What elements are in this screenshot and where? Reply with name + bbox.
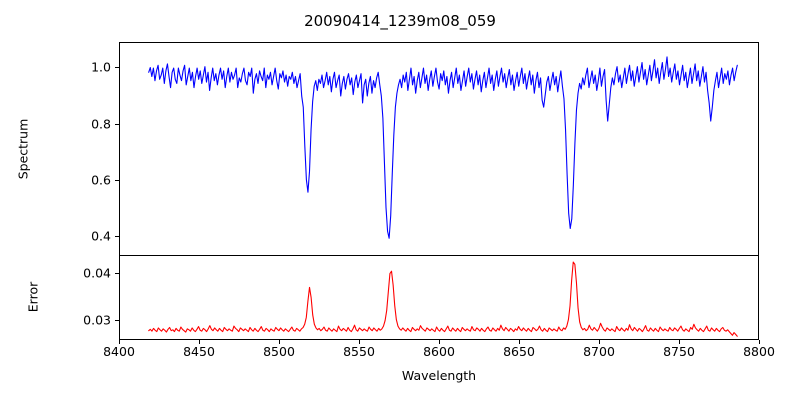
xtick-label: 8400 [103, 344, 135, 359]
xtick-mark [679, 340, 681, 344]
ytick-mark-spectrum [115, 67, 119, 69]
ytick-mark-spectrum [115, 236, 119, 238]
xtick-label: 8700 [583, 344, 615, 359]
ytick-label-spectrum: 0.8 [91, 116, 111, 132]
error-series-svg [148, 261, 738, 337]
xtick-mark [759, 340, 761, 344]
xtick-label: 8800 [743, 344, 775, 359]
spectrum-data-line [148, 56, 738, 239]
xtick-label: 8750 [663, 344, 695, 359]
xtick-label: 8650 [503, 344, 535, 359]
ytick-label-error: 0.04 [83, 265, 111, 281]
xtick-mark [279, 340, 281, 344]
xtick-mark [119, 340, 121, 344]
ytick-mark-spectrum [115, 180, 119, 182]
ytick-label-error: 0.03 [83, 312, 111, 328]
chart-title: 20090414_1239m08_059 [304, 12, 496, 30]
xtick-label: 8450 [183, 344, 215, 359]
xtick-label: 8550 [343, 344, 375, 359]
ytick-mark-error [115, 320, 119, 322]
xtick-mark [519, 340, 521, 344]
ytick-label-spectrum: 1.0 [91, 59, 111, 75]
ytick-mark-spectrum [115, 123, 119, 125]
xtick-mark [199, 340, 201, 344]
ytick-label-spectrum: 0.4 [91, 228, 111, 244]
xtick-mark [439, 340, 441, 344]
ytick-mark-error [115, 272, 119, 274]
error-axis-label: Error [25, 281, 41, 313]
xtick-label: 8500 [263, 344, 295, 359]
ytick-label-spectrum: 0.6 [91, 172, 111, 188]
wavelength-axis-label: Wavelength [401, 368, 477, 383]
error-data-line [148, 261, 738, 337]
xtick-mark [599, 340, 601, 344]
spectrum-series-svg [148, 56, 738, 239]
spectrum-axis-label: Spectrum [15, 118, 31, 180]
xtick-label: 8600 [423, 344, 455, 359]
error-plot-panel [119, 255, 759, 340]
spectrum-plot-panel [119, 42, 759, 256]
xtick-mark [359, 340, 361, 344]
